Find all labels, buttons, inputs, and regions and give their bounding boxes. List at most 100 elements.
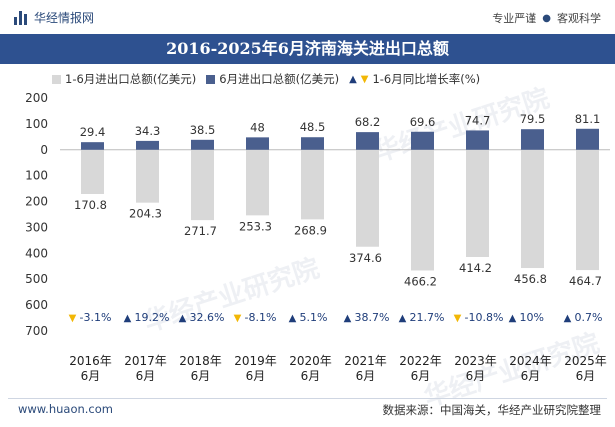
legend-item-june: 6月进出口总额(亿美元) — [206, 71, 339, 87]
legend-swatch-cumulative — [52, 74, 61, 84]
y-tick-label: 700 — [25, 324, 48, 338]
x-tick-label: 2019年 — [234, 354, 277, 368]
chart-title: 2016-2025年6月济南海关进出口总额 — [0, 34, 615, 64]
y-tick-label: 200 — [25, 91, 48, 105]
june-value-label: 81.1 — [575, 112, 601, 126]
cumulative-value-label: 253.3 — [239, 219, 272, 233]
logo-icon — [14, 10, 27, 25]
bullet-icon: ● — [542, 12, 551, 24]
legend-label-growth: 1-6月同比增长率(%) — [372, 72, 481, 86]
x-tick-label: 2016年 — [69, 354, 112, 368]
growth-label: 32.6% — [190, 311, 225, 324]
growth-label: 19.2% — [135, 311, 170, 324]
growth-label: 10% — [520, 311, 544, 324]
growth-down-marker: ▼ — [69, 313, 77, 324]
y-tick-label: 300 — [25, 220, 48, 234]
triangle-down-icon: ▼ — [360, 73, 369, 85]
x-tick-label: 2021年 — [344, 354, 387, 368]
footer-divider — [8, 398, 607, 399]
legend: 1-6月进出口总额(亿美元) 6月进出口总额(亿美元) ▲ ▼ 1-6月同比增长… — [52, 71, 480, 87]
growth-up-marker: ▲ — [179, 313, 187, 324]
growth-label: 21.7% — [410, 311, 445, 324]
june-bar — [356, 132, 379, 150]
cumulative-bar — [576, 149, 599, 271]
x-tick-label: 2018年 — [179, 354, 222, 368]
june-bar — [411, 131, 434, 150]
june-value-label: 74.7 — [465, 113, 491, 127]
cumulative-bar — [301, 149, 324, 220]
cumulative-value-label: 268.9 — [294, 223, 327, 237]
june-bar — [466, 130, 489, 150]
growth-up-marker: ▲ — [344, 313, 352, 324]
x-tick-label: 2023年 — [454, 354, 497, 368]
tagline: 专业严谨 ● 客观科学 — [492, 10, 601, 26]
cumulative-bar — [136, 149, 159, 203]
cumulative-value-label: 374.6 — [349, 251, 382, 265]
footer-website: www.huaon.com — [18, 402, 113, 416]
growth-up-marker: ▲ — [399, 313, 407, 324]
legend-item-growth: ▲ ▼ 1-6月同比增长率(%) — [349, 71, 480, 87]
x-tick-label: 6月 — [246, 369, 266, 383]
cumulative-bar — [246, 149, 269, 216]
top-bar: 华经情报网 专业严谨 ● 客观科学 — [0, 0, 615, 34]
x-tick-label: 2024年 — [509, 354, 552, 368]
y-tick-label: 100 — [25, 117, 48, 131]
brand-name: 华经情报网 — [34, 11, 95, 25]
growth-label: 5.1% — [300, 311, 328, 324]
legend-label-cumulative: 1-6月进出口总额(亿美元) — [65, 72, 197, 86]
cumulative-value-label: 456.8 — [514, 272, 547, 286]
x-tick-label: 2025年 — [564, 354, 607, 368]
x-tick-label: 6月 — [576, 369, 596, 383]
june-value-label: 48 — [250, 120, 265, 134]
june-value-label: 34.3 — [135, 124, 161, 138]
june-value-label: 38.5 — [190, 123, 216, 137]
june-bar — [521, 129, 544, 150]
growth-label: 0.7% — [575, 311, 603, 324]
legend-swatch-june — [206, 74, 216, 84]
x-tick-label: 6月 — [191, 369, 211, 383]
cumulative-value-label: 204.3 — [129, 207, 162, 221]
y-tick-label: 600 — [25, 298, 48, 312]
growth-down-marker: ▼ — [454, 313, 462, 324]
y-tick-label: 500 — [25, 272, 48, 286]
june-value-label: 48.5 — [300, 120, 326, 134]
june-bar — [246, 137, 269, 150]
y-tick-label: 0 — [40, 143, 48, 157]
growth-up-marker: ▲ — [124, 313, 132, 324]
growth-label: 38.7% — [355, 311, 390, 324]
cumulative-bar — [466, 149, 489, 258]
x-tick-label: 6月 — [136, 369, 156, 383]
triangle-up-icon: ▲ — [349, 73, 357, 85]
footer-source: 数据来源：中国海关，华经产业研究院整理 — [382, 403, 602, 417]
cumulative-bar — [81, 149, 104, 194]
june-bar — [136, 140, 159, 150]
y-tick-label: 200 — [25, 195, 48, 209]
tagline-left: 专业严谨 — [492, 12, 537, 25]
growth-up-marker: ▲ — [564, 313, 572, 324]
june-value-label: 69.6 — [410, 115, 436, 129]
x-tick-label: 2017年 — [124, 354, 167, 368]
brand: 华经情报网 — [14, 9, 94, 26]
june-bar — [81, 142, 104, 150]
growth-down-marker: ▼ — [234, 313, 242, 324]
growth-label: -3.1% — [80, 311, 112, 324]
x-tick-label: 6月 — [356, 369, 376, 383]
x-tick-label: 6月 — [466, 369, 486, 383]
x-tick-label: 6月 — [521, 369, 541, 383]
june-bar — [576, 128, 599, 150]
x-tick-label: 6月 — [301, 369, 321, 383]
growth-label: -10.8% — [465, 311, 504, 324]
cumulative-value-label: 414.2 — [459, 261, 492, 275]
cumulative-value-label: 464.7 — [569, 274, 602, 288]
growth-up-marker: ▲ — [509, 313, 517, 324]
x-tick-label: 6月 — [81, 369, 101, 383]
june-bar — [301, 137, 324, 150]
y-tick-label: 400 — [25, 246, 48, 260]
legend-label-june: 6月进出口总额(亿美元) — [219, 72, 340, 86]
tagline-right: 客观科学 — [557, 12, 601, 25]
cumulative-value-label: 170.8 — [74, 198, 107, 212]
growth-label: -8.1% — [245, 311, 277, 324]
cumulative-bar — [521, 149, 544, 269]
